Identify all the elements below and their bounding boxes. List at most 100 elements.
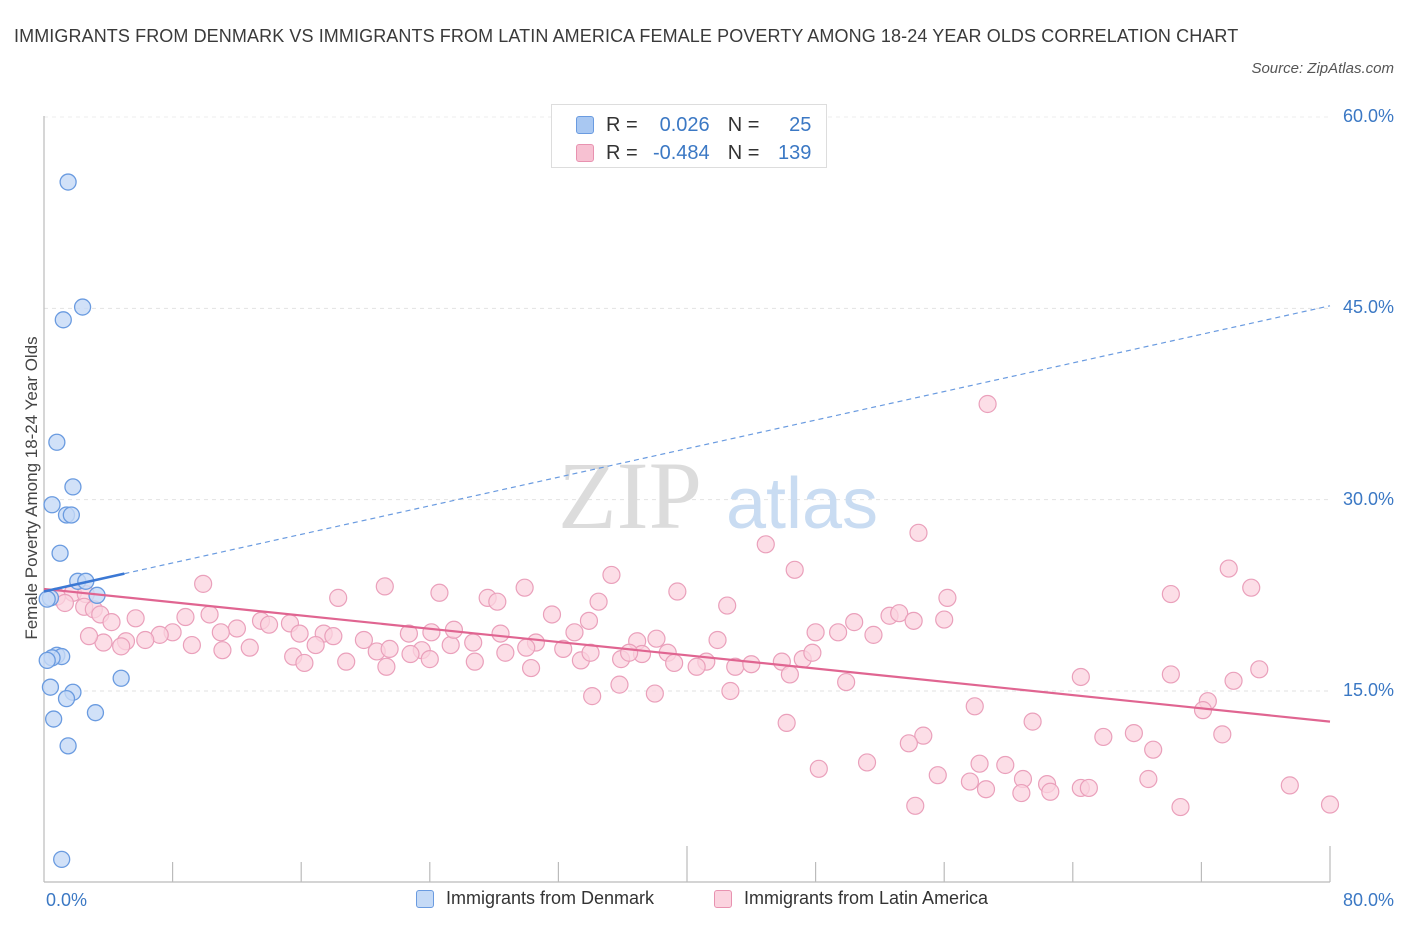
data-point-latin-america: [1094, 727, 1113, 747]
series-latin-america-points: [47, 394, 1340, 817]
data-point-latin-america: [1161, 665, 1180, 684]
data-point-latin-america: [742, 655, 761, 674]
data-point-latin-america: [583, 687, 602, 706]
data-point-denmark: [53, 850, 71, 869]
data-point-latin-america: [909, 523, 928, 542]
legend-n-label: N =: [727, 113, 760, 136]
data-point-denmark: [59, 173, 77, 191]
data-point-latin-america: [240, 638, 259, 657]
data-point-latin-america: [837, 672, 856, 692]
data-point-latin-america: [491, 624, 510, 643]
data-point-latin-america: [1213, 725, 1232, 744]
data-point-latin-america: [1161, 584, 1180, 604]
legend-n-value-denmark: 25: [789, 113, 812, 136]
data-point-latin-america: [976, 780, 996, 799]
data-point-latin-america: [259, 615, 279, 634]
data-point-latin-america: [1280, 776, 1299, 795]
data-point-latin-america: [665, 653, 684, 673]
legend-row-denmark: R = 0.026 N = 25: [576, 111, 811, 139]
y-axis-label: Female Poverty Among 18-24 Year Olds: [22, 336, 41, 640]
data-point-latin-america: [1139, 769, 1158, 789]
data-point-latin-america: [517, 638, 536, 657]
data-point-latin-america: [996, 755, 1015, 775]
trend-line-denmark-solid: [43, 572, 125, 593]
data-point-latin-america: [864, 625, 883, 644]
data-point-latin-america: [295, 653, 314, 673]
data-point-latin-america: [647, 629, 666, 648]
data-point-latin-america: [375, 577, 394, 596]
data-point-latin-america: [211, 623, 230, 642]
data-point-latin-america: [1012, 783, 1031, 803]
data-point-latin-america: [112, 637, 131, 656]
data-point-latin-america: [845, 613, 864, 632]
data-point-latin-america: [1071, 667, 1090, 687]
data-point-latin-america: [803, 643, 822, 662]
data-point-latin-america: [708, 630, 727, 650]
data-point-latin-america: [1023, 712, 1042, 731]
data-point-latin-america: [380, 639, 399, 659]
watermark: ZIP atlas: [558, 442, 878, 549]
data-point-latin-america: [928, 766, 947, 785]
data-point-latin-america: [496, 643, 515, 662]
data-point-latin-america: [687, 657, 706, 676]
data-point-latin-america: [1320, 795, 1340, 814]
stats-legend: R = 0.026 N = 25 R = -0.484 N = 139: [551, 104, 827, 168]
data-point-latin-america: [401, 644, 420, 664]
data-point-latin-america: [1079, 778, 1098, 798]
data-point-latin-america: [422, 623, 441, 642]
data-point-latin-america: [176, 607, 195, 627]
data-point-latin-america: [200, 605, 219, 624]
data-point-latin-america: [521, 658, 541, 678]
bottom-legend-latin-america: Immigrants from Latin America: [714, 888, 988, 909]
data-point-latin-america: [1041, 782, 1060, 801]
data-point-latin-america: [554, 639, 573, 659]
data-point-latin-america: [136, 630, 155, 650]
data-point-latin-america: [756, 535, 775, 554]
data-point-latin-america: [960, 772, 980, 791]
data-point-latin-america: [354, 630, 373, 650]
data-point-latin-america: [306, 635, 325, 655]
data-point-latin-america: [565, 623, 584, 642]
data-point-denmark: [64, 478, 82, 496]
data-point-latin-america: [324, 627, 343, 646]
bottom-legend-swatch-denmark: [416, 889, 434, 908]
data-point-denmark: [59, 737, 77, 755]
data-point-latin-america: [399, 624, 419, 643]
data-point-latin-america: [777, 713, 796, 732]
legend-r-label: R =: [606, 113, 638, 136]
legend-r-value-denmark: 0.026: [659, 113, 710, 136]
data-point-denmark: [48, 433, 66, 451]
legend-n-label: N =: [727, 141, 760, 164]
data-point-denmark: [73, 298, 92, 316]
data-point-latin-america: [780, 665, 799, 684]
data-point-latin-america: [579, 611, 599, 630]
y-tick-label: 15.0%: [1342, 680, 1394, 700]
data-point-latin-america: [213, 641, 232, 660]
data-point-latin-america: [79, 627, 99, 646]
data-point-latin-america: [542, 605, 562, 624]
data-point-latin-america: [337, 652, 356, 671]
data-point-latin-america: [610, 675, 629, 694]
watermark-atlas: atlas: [726, 464, 878, 544]
bottom-legend-denmark: Immigrants from Denmark: [416, 888, 654, 909]
x-tick-label-min: 0.0%: [46, 890, 88, 910]
data-point-latin-america: [806, 623, 825, 642]
data-point-latin-america: [1144, 740, 1163, 759]
data-point-latin-america: [668, 582, 687, 601]
data-point-latin-america: [938, 588, 957, 607]
data-point-latin-america: [194, 574, 213, 593]
legend-swatch-denmark: [576, 116, 594, 134]
data-point-latin-america: [488, 592, 507, 611]
x-tick-label-max: 80.0%: [1342, 890, 1394, 910]
data-point-denmark: [86, 704, 105, 722]
legend-swatch-latin-america: [576, 144, 594, 162]
trend-lines: [43, 305, 1331, 723]
data-point-latin-america: [620, 643, 639, 662]
data-point-latin-america: [857, 753, 877, 772]
y-tick-label: 30.0%: [1342, 488, 1394, 509]
data-point-latin-america: [785, 560, 804, 579]
bottom-legend-label-latin-america: Immigrants from Latin America: [744, 888, 989, 908]
data-point-denmark: [112, 669, 130, 687]
data-point-latin-america: [465, 652, 484, 671]
data-point-latin-america: [515, 578, 534, 597]
